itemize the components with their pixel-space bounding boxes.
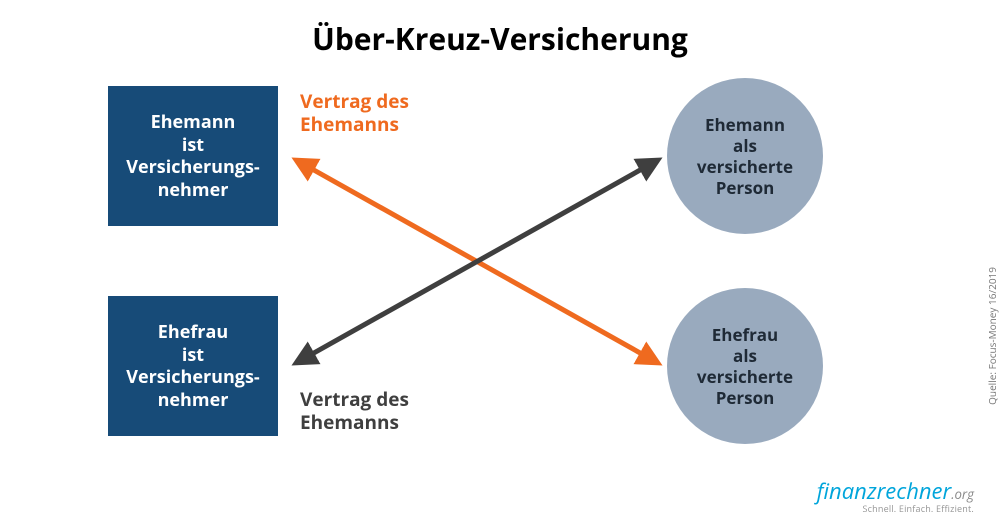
edge-label-gray: Vertrag des Ehemanns — [300, 388, 409, 434]
page-title: Über-Kreuz-Versicherung — [0, 18, 1000, 59]
node-circle-husband-insured: Ehemann als versicherte Person — [667, 78, 823, 234]
brand-logo: finanzrechner.org Schnell. Einfach. Effi… — [817, 480, 974, 513]
node-box-wife-label: Ehefrau ist Versicherungs- nehmer — [126, 321, 259, 411]
node-box-husband-label: Ehemann ist Versicherungs- nehmer — [126, 111, 259, 201]
edge-label-orange: Vertrag des Ehemanns — [300, 90, 409, 136]
node-box-wife-policyholder: Ehefrau ist Versicherungs- nehmer — [108, 296, 278, 436]
node-circle-husband-label: Ehemann als versicherte Person — [697, 114, 793, 199]
edge-orange — [296, 160, 658, 363]
brand-name-suffix: .org — [951, 485, 974, 503]
source-attribution: Quelle: Focus-Money 16/2019 — [985, 267, 999, 405]
cross-arrows — [0, 0, 1000, 527]
node-circle-wife-insured: Ehefrau als versicherte Person — [667, 288, 823, 444]
node-box-husband-policyholder: Ehemann ist Versicherungs- nehmer — [108, 86, 278, 226]
node-circle-wife-label: Ehefrau als versicherte Person — [697, 324, 793, 409]
edge-gray — [296, 160, 658, 363]
